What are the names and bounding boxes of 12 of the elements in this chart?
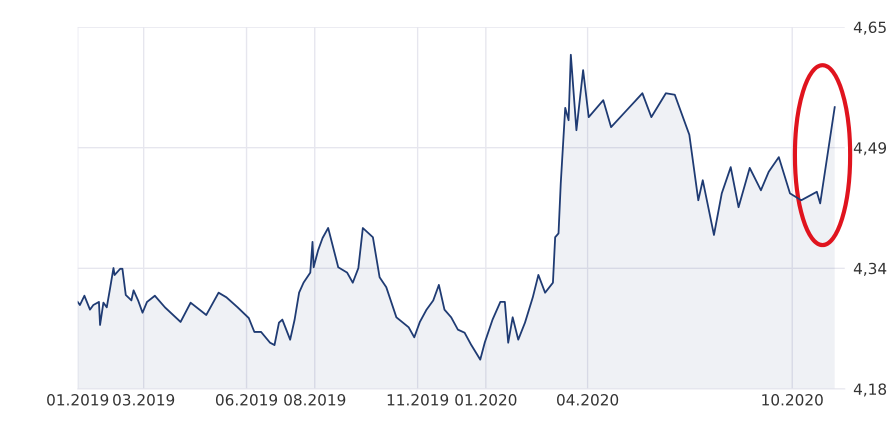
y-tick-label: 4,49 (854, 142, 886, 156)
y-tick-label: 4,34 (854, 262, 886, 276)
x-tick-label: 04.2020 (557, 394, 618, 406)
x-tick-label: 08.2019 (284, 394, 346, 406)
x-tick-label: 11.2019 (388, 394, 448, 406)
x-tick-label: 10.2020 (762, 394, 823, 406)
y-tick-label: 4,18 (854, 383, 886, 396)
x-tick-label: 03.2019 (113, 394, 174, 406)
y-tick-label: 4,65 (854, 21, 886, 35)
x-tick-label: 01.2020 (455, 394, 516, 406)
x-tick-label: 01.2019 (47, 394, 108, 406)
x-tick-label: 06.2019 (216, 394, 278, 406)
